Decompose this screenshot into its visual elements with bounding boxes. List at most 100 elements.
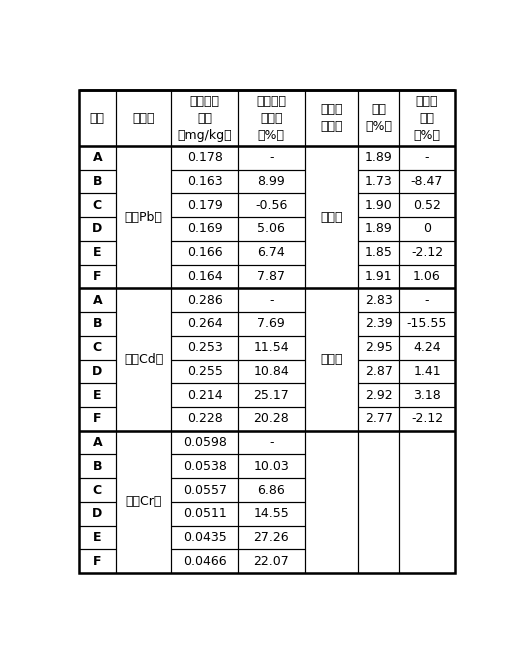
Bar	[238, 265, 305, 288]
Text: 1.91: 1.91	[365, 270, 392, 283]
Bar	[79, 502, 116, 526]
Bar	[116, 431, 171, 573]
Bar	[79, 170, 116, 193]
Bar	[79, 549, 116, 573]
Text: D: D	[92, 507, 103, 520]
Text: B: B	[93, 175, 102, 188]
Text: 0.179: 0.179	[187, 198, 222, 212]
Text: 1.73: 1.73	[365, 175, 393, 188]
Text: 10.03: 10.03	[253, 460, 289, 473]
Bar	[238, 526, 305, 549]
Bar	[358, 265, 399, 288]
Bar	[171, 431, 238, 455]
Bar	[171, 383, 238, 407]
Text: B: B	[93, 460, 102, 473]
Bar	[171, 502, 238, 526]
Bar	[305, 91, 358, 146]
Bar	[171, 146, 238, 170]
Text: 0.255: 0.255	[187, 365, 222, 378]
Bar	[238, 549, 305, 573]
Text: 1.85: 1.85	[365, 246, 393, 259]
Bar	[79, 217, 116, 241]
Bar	[79, 526, 116, 549]
Bar	[79, 193, 116, 217]
Text: 其他品
质指标: 其他品 质指标	[320, 103, 343, 133]
Text: 2.83: 2.83	[365, 294, 393, 307]
Text: 1.90: 1.90	[365, 198, 393, 212]
Bar	[171, 241, 238, 265]
Text: 1.06: 1.06	[413, 270, 441, 283]
Bar	[79, 91, 116, 146]
Bar	[238, 455, 305, 478]
Text: D: D	[92, 365, 103, 378]
Bar	[238, 431, 305, 455]
Bar	[238, 146, 305, 170]
Text: A: A	[93, 151, 102, 164]
Text: C: C	[93, 198, 102, 212]
Bar	[116, 288, 171, 431]
Text: 4.24: 4.24	[413, 341, 441, 354]
Text: 0.52: 0.52	[413, 198, 441, 212]
Text: 5.06: 5.06	[257, 223, 285, 235]
Text: A: A	[93, 294, 102, 307]
Bar	[238, 502, 305, 526]
Bar	[399, 146, 455, 170]
Bar	[358, 146, 399, 170]
Bar	[399, 91, 455, 146]
Bar	[399, 359, 455, 383]
Text: 镉（Cd）: 镉（Cd）	[124, 353, 163, 366]
Text: 0.0511: 0.0511	[183, 507, 227, 520]
Text: 0.166: 0.166	[187, 246, 222, 259]
Text: 20.28: 20.28	[253, 413, 289, 425]
Text: 0: 0	[423, 223, 431, 235]
Bar	[238, 170, 305, 193]
Text: C: C	[93, 341, 102, 354]
Text: D: D	[92, 223, 103, 235]
Text: -: -	[269, 436, 274, 449]
Text: 27.26: 27.26	[254, 531, 289, 544]
Bar	[171, 193, 238, 217]
Text: -8.47: -8.47	[411, 175, 443, 188]
Text: 咖啡碱: 咖啡碱	[320, 353, 343, 366]
Bar	[358, 288, 399, 312]
Text: 0.178: 0.178	[187, 151, 222, 164]
Bar	[238, 288, 305, 312]
Text: A: A	[93, 436, 102, 449]
Text: -: -	[425, 151, 429, 164]
Bar	[79, 312, 116, 336]
Bar	[79, 407, 116, 431]
Bar	[305, 431, 358, 573]
Bar	[171, 312, 238, 336]
Bar	[238, 217, 305, 241]
Text: 铅（Pb）: 铅（Pb）	[125, 210, 163, 223]
Text: 2.87: 2.87	[365, 365, 393, 378]
Bar	[238, 91, 305, 146]
Text: -2.12: -2.12	[411, 413, 443, 425]
Text: 0.264: 0.264	[187, 317, 222, 330]
Bar	[399, 431, 455, 573]
Bar	[171, 549, 238, 573]
Text: 7.69: 7.69	[257, 317, 285, 330]
Text: 6.86: 6.86	[257, 484, 285, 497]
Text: 0.228: 0.228	[187, 413, 222, 425]
Bar	[116, 146, 171, 288]
Bar	[399, 383, 455, 407]
Bar	[171, 288, 238, 312]
Text: F: F	[93, 555, 102, 568]
Bar	[238, 312, 305, 336]
Text: 0.0598: 0.0598	[183, 436, 227, 449]
Bar	[171, 526, 238, 549]
Text: 铬（Cr）: 铬（Cr）	[126, 495, 162, 509]
Bar	[79, 146, 116, 170]
Bar	[171, 407, 238, 431]
Text: 0.0466: 0.0466	[183, 555, 227, 568]
Bar	[79, 478, 116, 502]
Bar	[305, 146, 358, 288]
Text: B: B	[93, 317, 102, 330]
Bar	[238, 359, 305, 383]
Bar	[399, 265, 455, 288]
Bar	[171, 455, 238, 478]
Text: 8.99: 8.99	[257, 175, 285, 188]
Text: F: F	[93, 270, 102, 283]
Text: 2.92: 2.92	[365, 389, 392, 401]
